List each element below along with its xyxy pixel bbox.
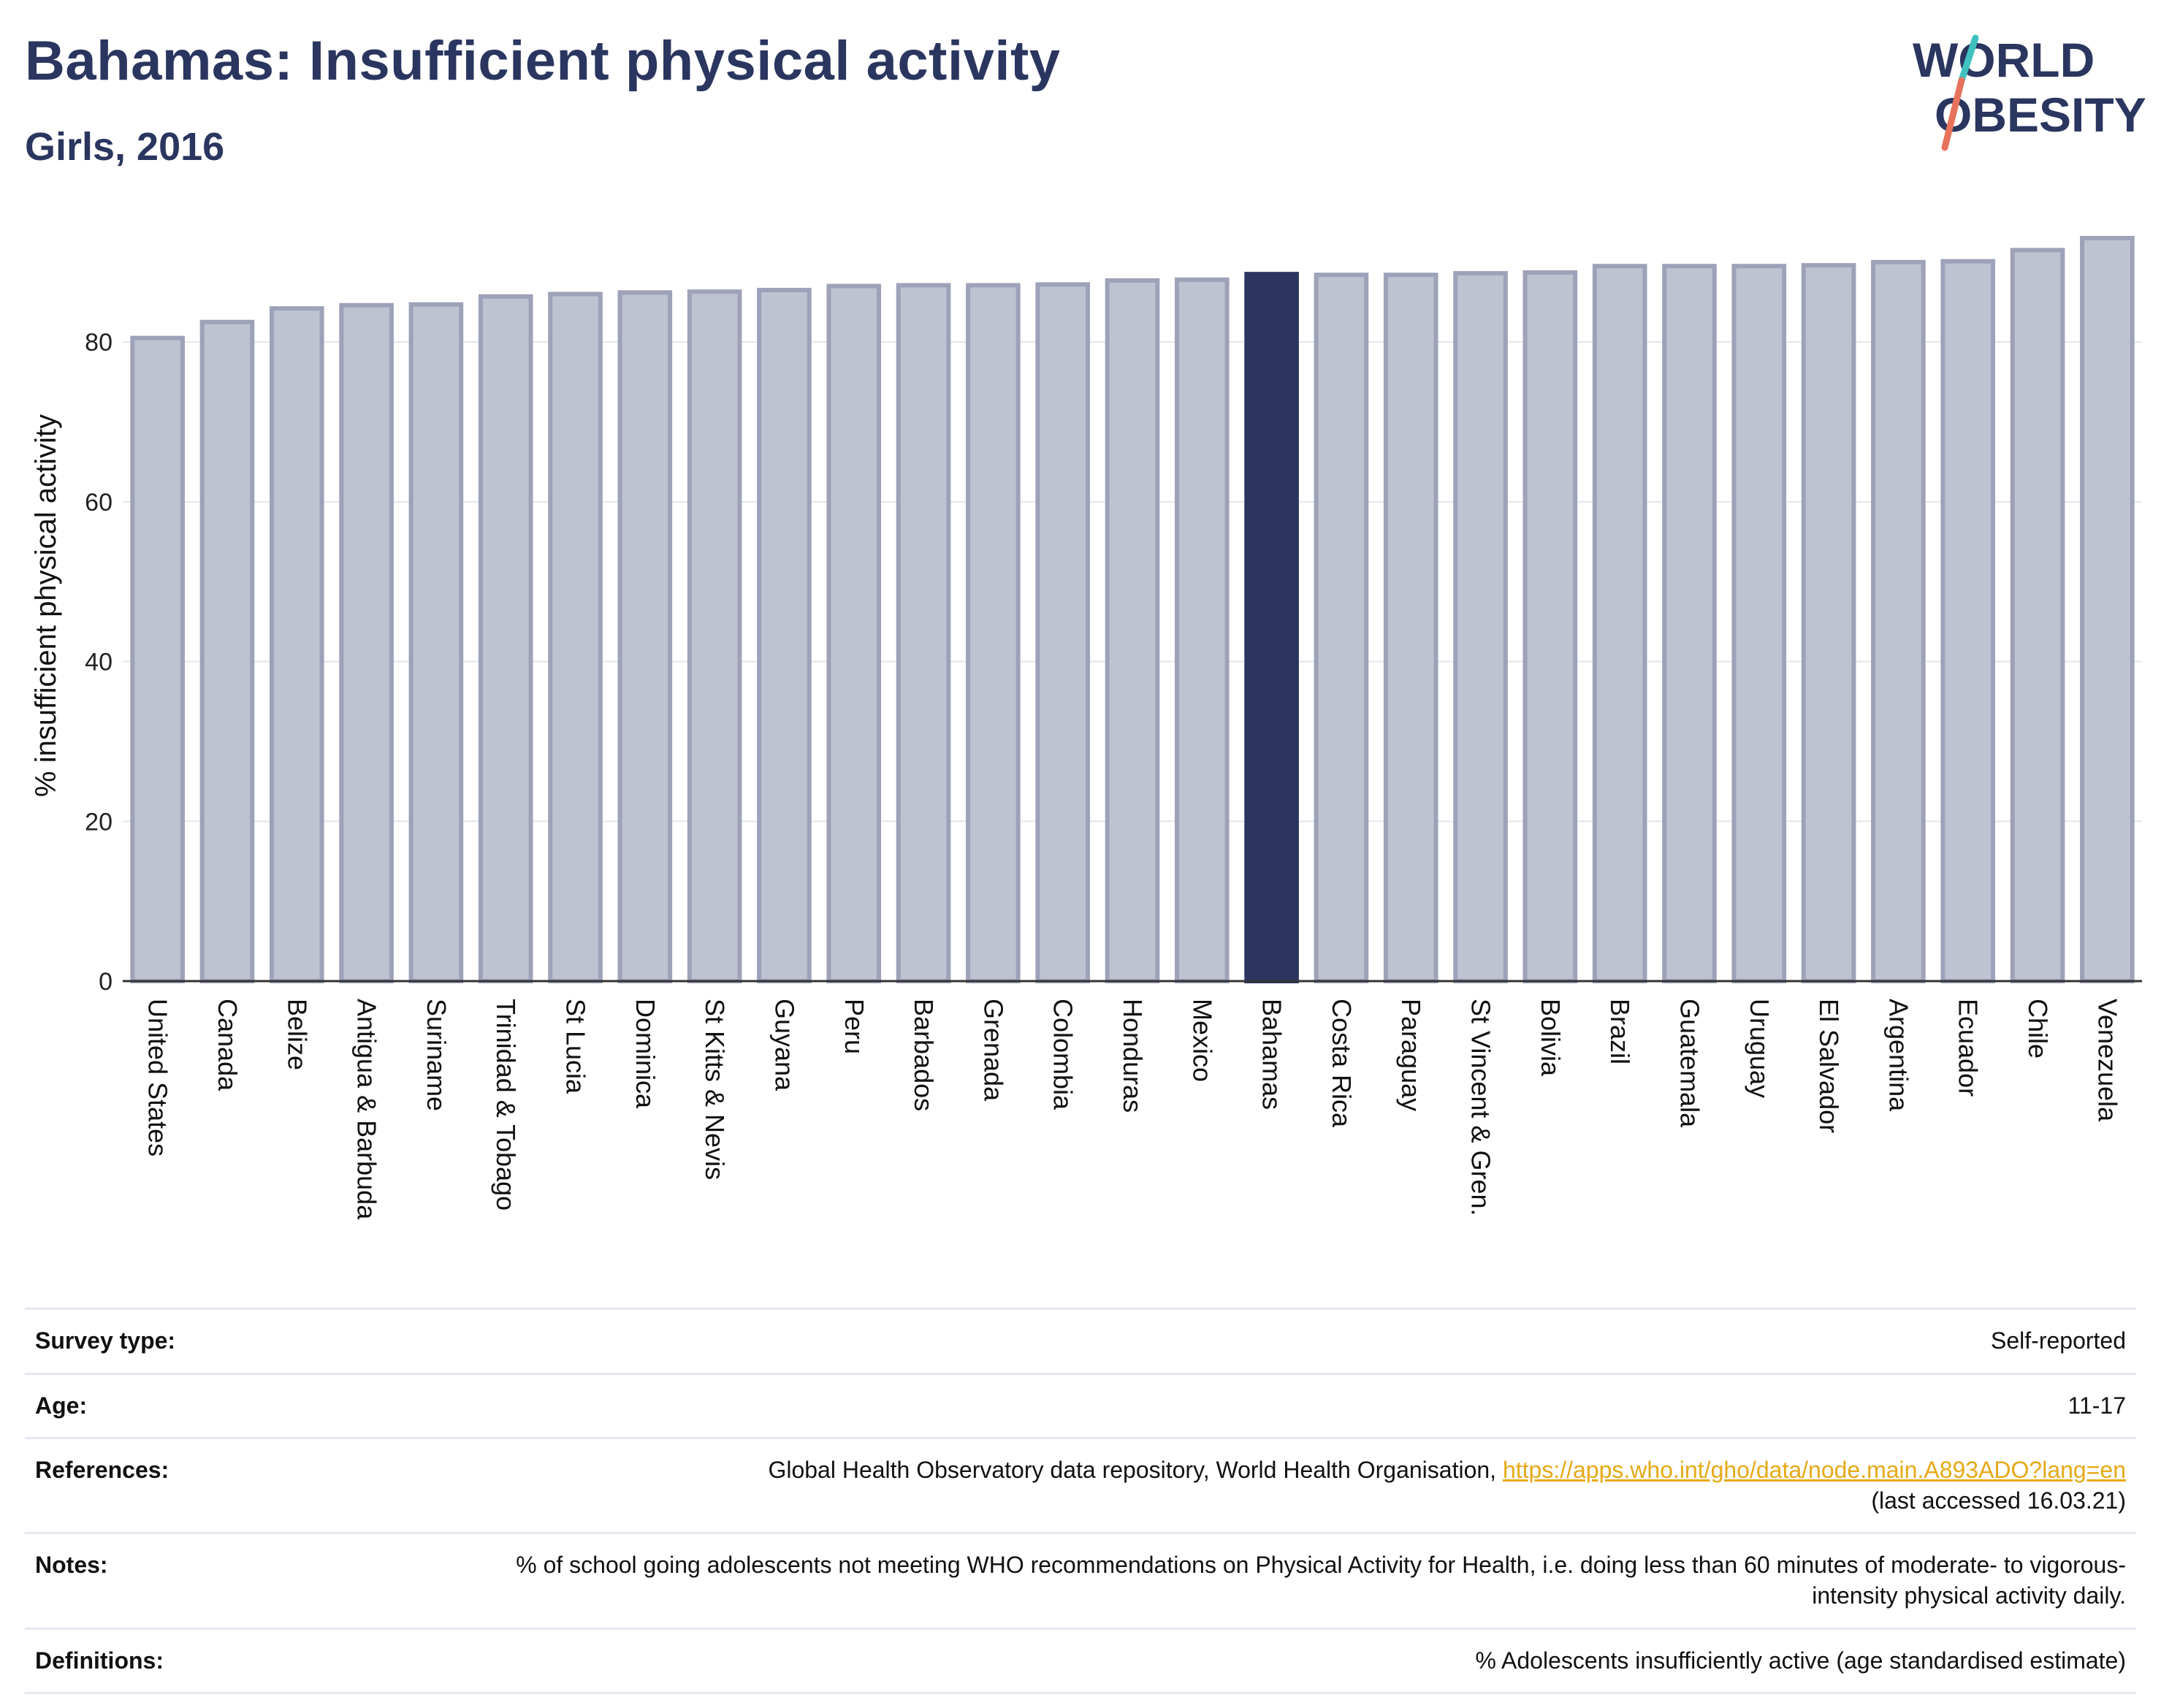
x-tick-label: Paraguay <box>1396 999 1426 1111</box>
x-tick-label: Chile <box>2023 999 2053 1059</box>
bar <box>1035 282 1091 983</box>
info-label: Survey type: <box>25 1308 484 1375</box>
info-row-references: References: Global Health Observatory da… <box>25 1437 2136 1535</box>
x-tick-label: Ecuador <box>1954 999 1983 1097</box>
bar <box>966 283 1021 983</box>
bar <box>2080 235 2135 984</box>
y-tick-label: 20 <box>85 808 113 836</box>
bar <box>617 290 673 983</box>
x-tick-label: Bahamas <box>1257 999 1287 1110</box>
x-tick-label: Guatemala <box>1674 999 1704 1128</box>
info-row-survey-type: Survey type: Self-reported <box>25 1308 2136 1375</box>
x-tick-label: St Lucia <box>561 999 591 1094</box>
x-tick-label: Dominica <box>630 999 660 1109</box>
x-tick-label: Bolivia <box>1536 999 1566 1077</box>
x-tick-label: Mexico <box>1187 999 1217 1082</box>
x-tick-label: El Salvador <box>1814 999 1844 1133</box>
logo-line1: WORLD <box>1913 33 2095 87</box>
x-tick-label: St Vincent & Gren. <box>1466 999 1496 1216</box>
reference-accessed: (last accessed 16.03.21) <box>1871 1487 2126 1514</box>
page-title: Bahamas: Insufficient physical activity <box>25 30 1061 92</box>
info-value: % of school going adolescents not meetin… <box>484 1532 2136 1630</box>
bar <box>408 302 464 984</box>
bar <box>757 288 812 983</box>
x-tick-label: United States <box>143 999 173 1156</box>
info-row-age: Age: 11-17 <box>25 1372 2136 1440</box>
reference-link[interactable]: https://apps.who.int/gho/data/node.main.… <box>1502 1457 2126 1484</box>
bar <box>1871 259 1926 983</box>
y-tick-label: 40 <box>85 649 113 676</box>
bar <box>1383 272 1438 983</box>
info-row-notes: Notes: % of school going adolescents not… <box>25 1532 2136 1630</box>
bar <box>548 291 603 983</box>
bar <box>1522 270 1578 983</box>
x-tick-label: Argentina <box>1883 999 1913 1112</box>
x-tick-label: Colombia <box>1048 999 1078 1110</box>
bar <box>1592 264 1647 983</box>
bar <box>1105 278 1160 983</box>
x-tick-label: Canada <box>213 999 243 1091</box>
info-value: 11-17 <box>484 1372 2136 1440</box>
x-tick-label: Honduras <box>1118 999 1148 1113</box>
bar <box>478 294 533 984</box>
x-tick-label: Belize <box>282 999 312 1070</box>
bar <box>1940 259 1996 983</box>
x-tick-label: Costa Rica <box>1327 999 1357 1128</box>
y-tick-label: 60 <box>85 489 113 516</box>
x-tick-label: Barbados <box>909 999 939 1111</box>
x-tick-label: Antigua & Barbuda <box>352 999 382 1220</box>
reference-text: Global Health Observatory data repositor… <box>768 1457 1497 1484</box>
x-tick-label: Peru <box>839 999 869 1054</box>
bar <box>1314 272 1369 983</box>
info-value: Self-reported <box>484 1308 2136 1375</box>
bar-chart: 0 20 40 60 80 % insufficient physical activit… <box>30 235 2142 1220</box>
x-tick-label: Uruguay <box>1745 999 1775 1098</box>
bar <box>130 335 185 983</box>
x-tick-label: Guyana <box>769 999 799 1091</box>
bar <box>1731 264 1787 983</box>
logo-line2: OBESITY <box>1935 88 2146 142</box>
x-tick-label: Grenada <box>978 999 1008 1102</box>
y-tick-label: 0 <box>99 968 113 996</box>
info-label: Definitions: <box>25 1627 484 1695</box>
bar <box>269 306 324 984</box>
x-tick-label: Suriname <box>422 999 451 1111</box>
info-label: References: <box>25 1437 484 1535</box>
logo-slash-teal <box>1958 34 1979 84</box>
info-value: Global Health Observatory data repositor… <box>484 1437 2136 1535</box>
bar <box>896 283 951 983</box>
bar <box>1801 263 1856 984</box>
info-row-definitions: Definitions: % Adolescents insufficientl… <box>25 1627 2136 1695</box>
info-value: % Adolescents insufficiently active (age… <box>484 1627 2136 1695</box>
bar <box>339 302 394 984</box>
bar <box>687 289 742 984</box>
bar <box>2010 248 2065 983</box>
x-tick-label: Trinidad & Tobago <box>491 999 521 1211</box>
y-tick-label: 80 <box>85 329 113 357</box>
bar <box>826 283 882 984</box>
info-table: Survey type: Self-reported Age: 11-17 Re… <box>25 1308 2136 1695</box>
bar <box>1174 277 1230 983</box>
bar <box>1453 271 1508 984</box>
bar <box>199 319 255 984</box>
world-obesity-logo: WORLD OBESITY <box>1913 33 2146 151</box>
info-label: Age: <box>25 1372 484 1440</box>
bar-highlighted <box>1244 272 1299 984</box>
x-tick-label: Venezuela <box>2092 999 2122 1122</box>
logo-slash-coral <box>1941 77 1965 151</box>
bar <box>1662 264 1717 983</box>
info-label: Notes: <box>25 1532 484 1630</box>
x-tick-label: Brazil <box>1605 999 1635 1064</box>
x-tick-label: St Kitts & Nevis <box>700 999 730 1180</box>
page-subtitle: Girls, 2016 <box>25 125 225 169</box>
y-axis-label: % insufficient physical activity <box>30 414 62 797</box>
